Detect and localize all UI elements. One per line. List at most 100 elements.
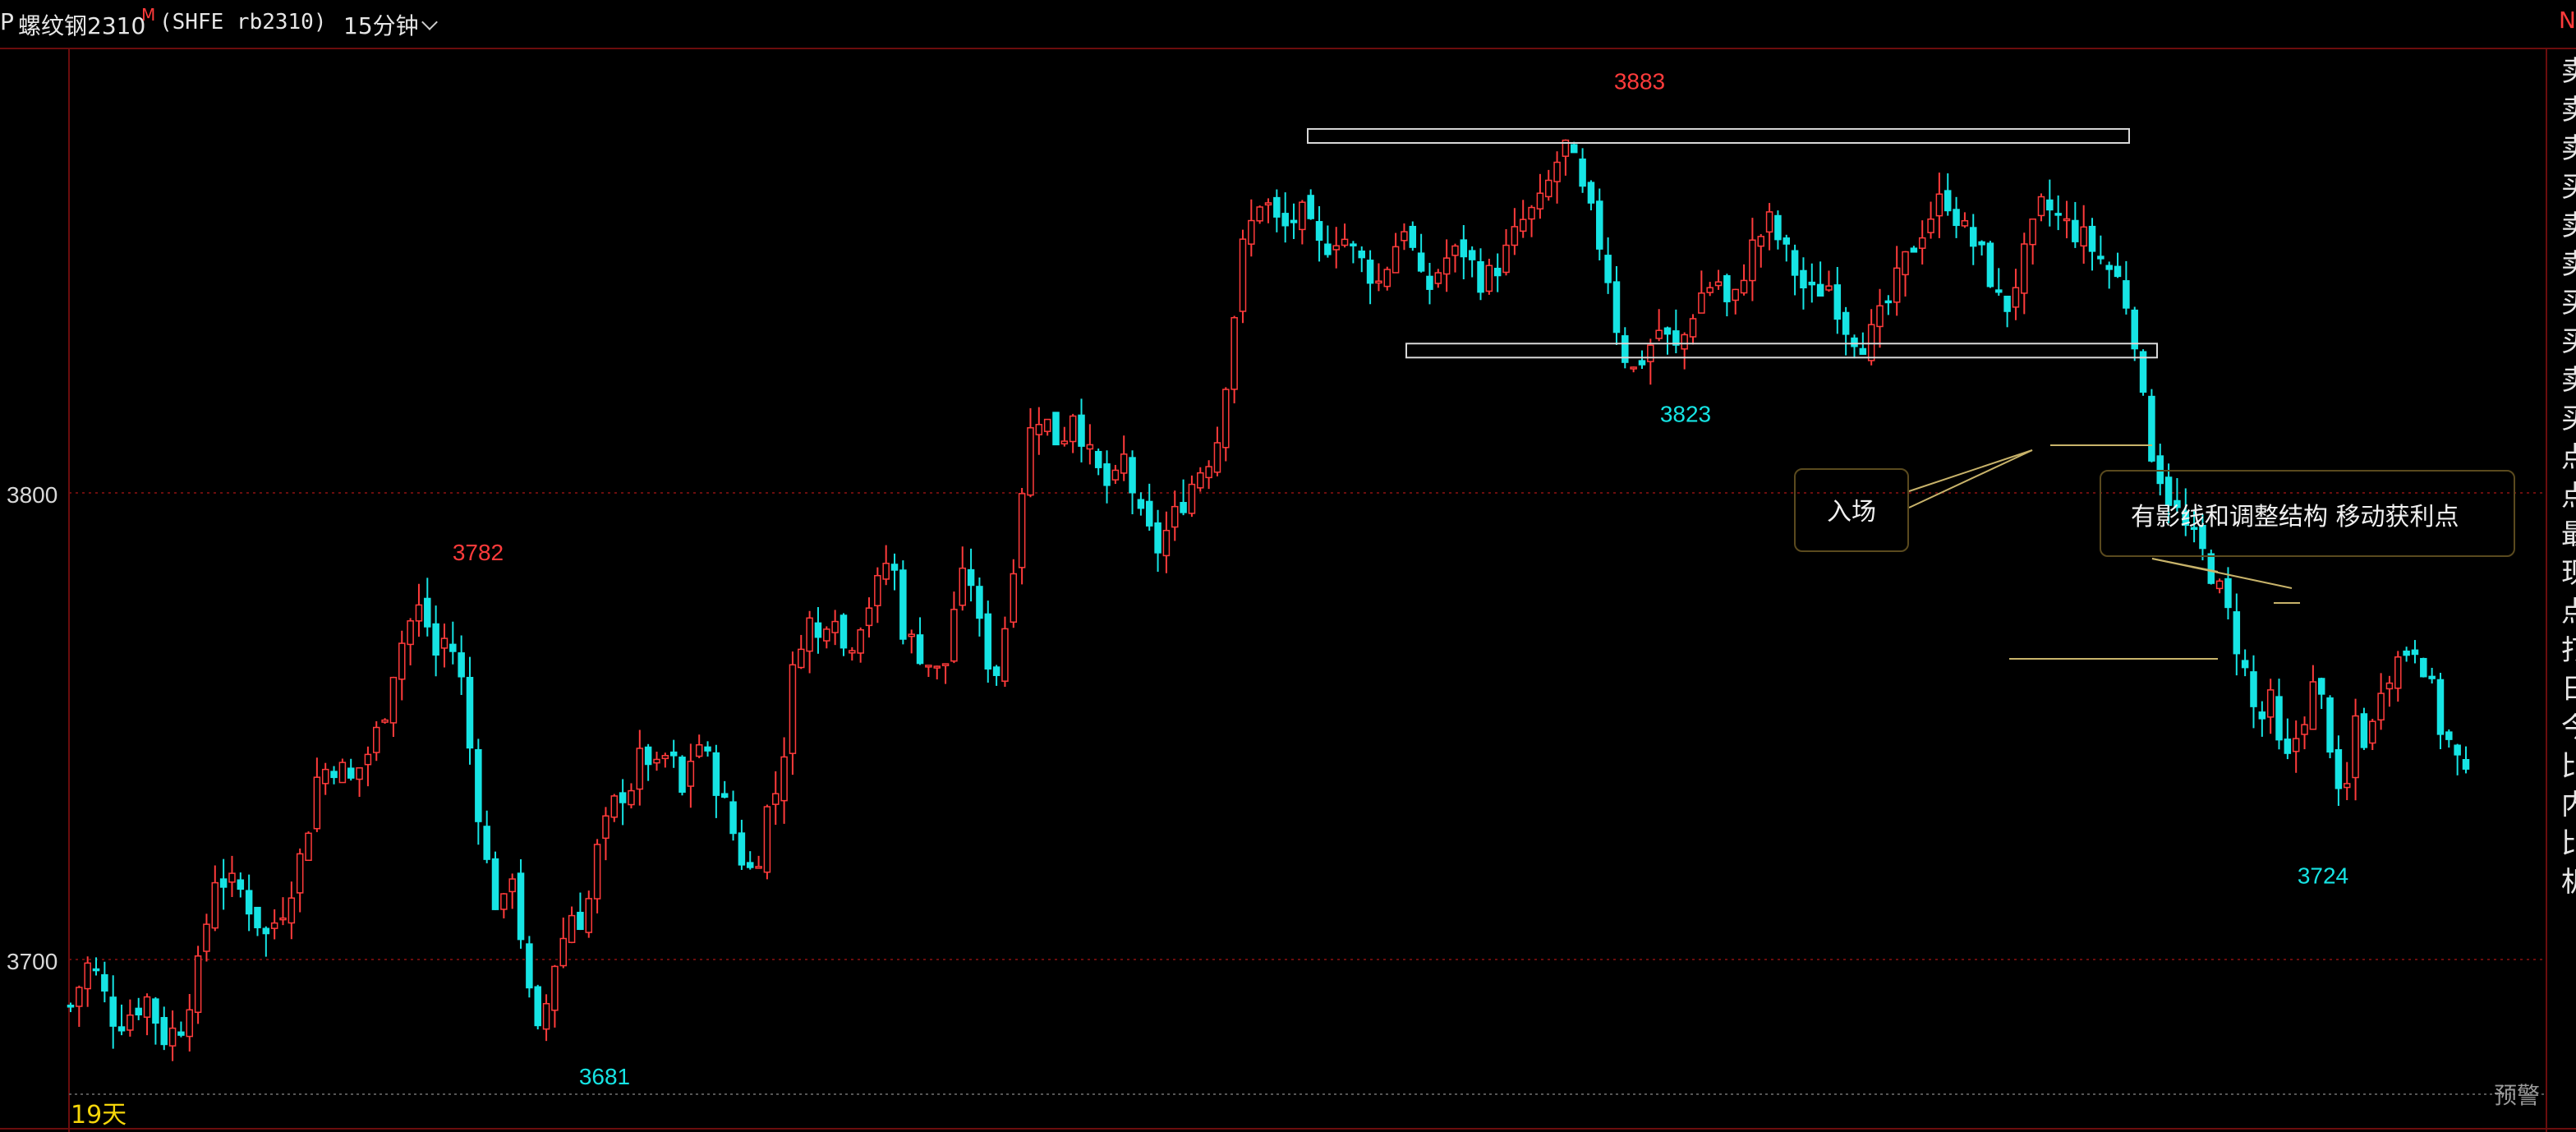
candle-body [1808, 281, 1816, 286]
candle-body [1859, 347, 1867, 355]
candle-body [1315, 221, 1323, 242]
chart-frame [0, 48, 2576, 1132]
candle-body [1213, 442, 1221, 473]
candle-body [84, 962, 91, 990]
candle-body [1324, 243, 1332, 255]
candle-body [1129, 457, 1136, 494]
candle-body [1451, 245, 1459, 256]
candle-body [1995, 289, 2003, 293]
candle-body [2088, 225, 2096, 252]
range-box [1307, 127, 2130, 144]
candle-body [1358, 250, 1365, 259]
candle-body [1927, 218, 1934, 233]
candle-body [1145, 500, 1153, 527]
candle-body [2360, 713, 2368, 748]
candle-body [1612, 281, 1621, 334]
right-panel-char: 卖 [2561, 209, 2576, 242]
candle-body [967, 568, 975, 587]
candle-body [356, 767, 363, 780]
candle-body [1842, 311, 1850, 335]
candle-body [338, 762, 347, 784]
candle-body [755, 866, 762, 869]
candle-body [177, 1031, 185, 1036]
right-panel-char: 卖 [2561, 55, 2576, 88]
candle-body [219, 878, 228, 888]
candle-body [1630, 366, 1637, 370]
candle-body [738, 832, 746, 866]
symbol-name[interactable]: 螺纹钢2310 [18, 12, 146, 39]
candle-body [1681, 334, 1688, 350]
extreme-label: 3681 [579, 1064, 630, 1089]
right-panel-char: 买 [2561, 403, 2576, 435]
candle-body [1502, 244, 1510, 274]
candle-body [568, 914, 576, 943]
candle-body [1604, 255, 1612, 283]
chart-grid [69, 492, 2546, 1095]
candle-body [517, 872, 525, 941]
right-panel-char: 卖 [2561, 94, 2576, 127]
candle-body [321, 768, 329, 785]
extreme-label: 3782 [453, 540, 504, 565]
candle-body [577, 911, 584, 931]
candle-body [458, 652, 465, 678]
candle-body [2420, 657, 2427, 678]
candle-body [364, 753, 372, 766]
candle-body [1749, 239, 1756, 282]
candle-body [644, 746, 652, 766]
candle-body [2241, 660, 2249, 669]
candle-body [424, 597, 431, 628]
candle-body [2003, 295, 2011, 312]
candle-body [2436, 679, 2445, 735]
candle-body [1264, 202, 1272, 206]
candle-body [2394, 656, 2402, 689]
candle-body [746, 862, 754, 868]
alert-button[interactable]: 预警 [2494, 1082, 2541, 1109]
candle-body [1426, 275, 1433, 290]
right-panel-char: 卖 [2561, 132, 2576, 165]
candle-body [1663, 327, 1672, 335]
candle-body [899, 569, 907, 640]
candle-body [1961, 219, 1969, 227]
candle-body [2080, 226, 2087, 247]
candle-body [2233, 611, 2241, 655]
right-panel-char: 比 [2561, 827, 2576, 860]
candle-body [109, 996, 117, 1027]
candle-body [1027, 427, 1034, 496]
candle-body [152, 998, 159, 1024]
candle-body [780, 756, 788, 802]
right-panel-char: 点 [2561, 480, 2576, 513]
y-axis: 3700 3800 [7, 482, 58, 974]
candle-body [1239, 238, 1247, 312]
candle-body [1511, 226, 1519, 246]
candle-body [143, 996, 151, 1018]
candle-body [551, 965, 559, 1011]
candle-body [92, 968, 100, 972]
candle-body [526, 943, 533, 989]
candle-body [1460, 239, 1468, 258]
candle-body [2215, 580, 2224, 590]
right-panel-char: 买 [2561, 287, 2576, 320]
right-panel-char: 卖 [2561, 364, 2576, 397]
candle-body [857, 629, 864, 654]
candle-body [1918, 237, 1926, 249]
candle-body [1757, 236, 1764, 247]
candle-body [849, 650, 856, 654]
candle-body [2054, 213, 2062, 216]
candle-body [831, 620, 839, 633]
candle-body [1401, 231, 1408, 242]
candle-body [2139, 351, 2147, 393]
candle-body [1765, 211, 1773, 233]
right-panel-char: 现 [2561, 557, 2576, 590]
candle-body [619, 792, 627, 803]
right-flag: N [2559, 7, 2576, 34]
candlestick-chart[interactable]: 3700 3800 3782 3681 3883 3823 3724 [0, 48, 2576, 1132]
candle-body [305, 832, 312, 862]
candle-body [1978, 241, 1985, 246]
right-panel-char: 内 [2561, 789, 2576, 821]
candle-body [704, 746, 711, 752]
candle-body [712, 752, 720, 796]
right-panel-char: 比 [2561, 750, 2576, 783]
chevron-down-icon[interactable] [421, 14, 438, 30]
period-selector[interactable]: 15分钟 [343, 12, 419, 39]
structure-leader-line [2151, 558, 2219, 573]
